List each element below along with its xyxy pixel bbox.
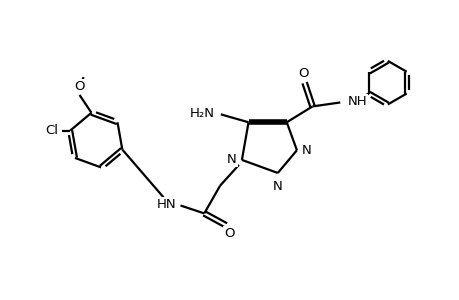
Text: Cl: Cl xyxy=(45,124,58,137)
Text: O: O xyxy=(223,227,234,240)
Text: N: N xyxy=(272,180,282,193)
Text: HN: HN xyxy=(157,198,176,211)
Text: O: O xyxy=(298,67,308,80)
Text: N: N xyxy=(227,153,236,167)
Text: O: O xyxy=(74,80,84,92)
Text: NH: NH xyxy=(347,95,367,108)
Text: N: N xyxy=(301,144,311,157)
Text: H₂N: H₂N xyxy=(190,107,214,120)
